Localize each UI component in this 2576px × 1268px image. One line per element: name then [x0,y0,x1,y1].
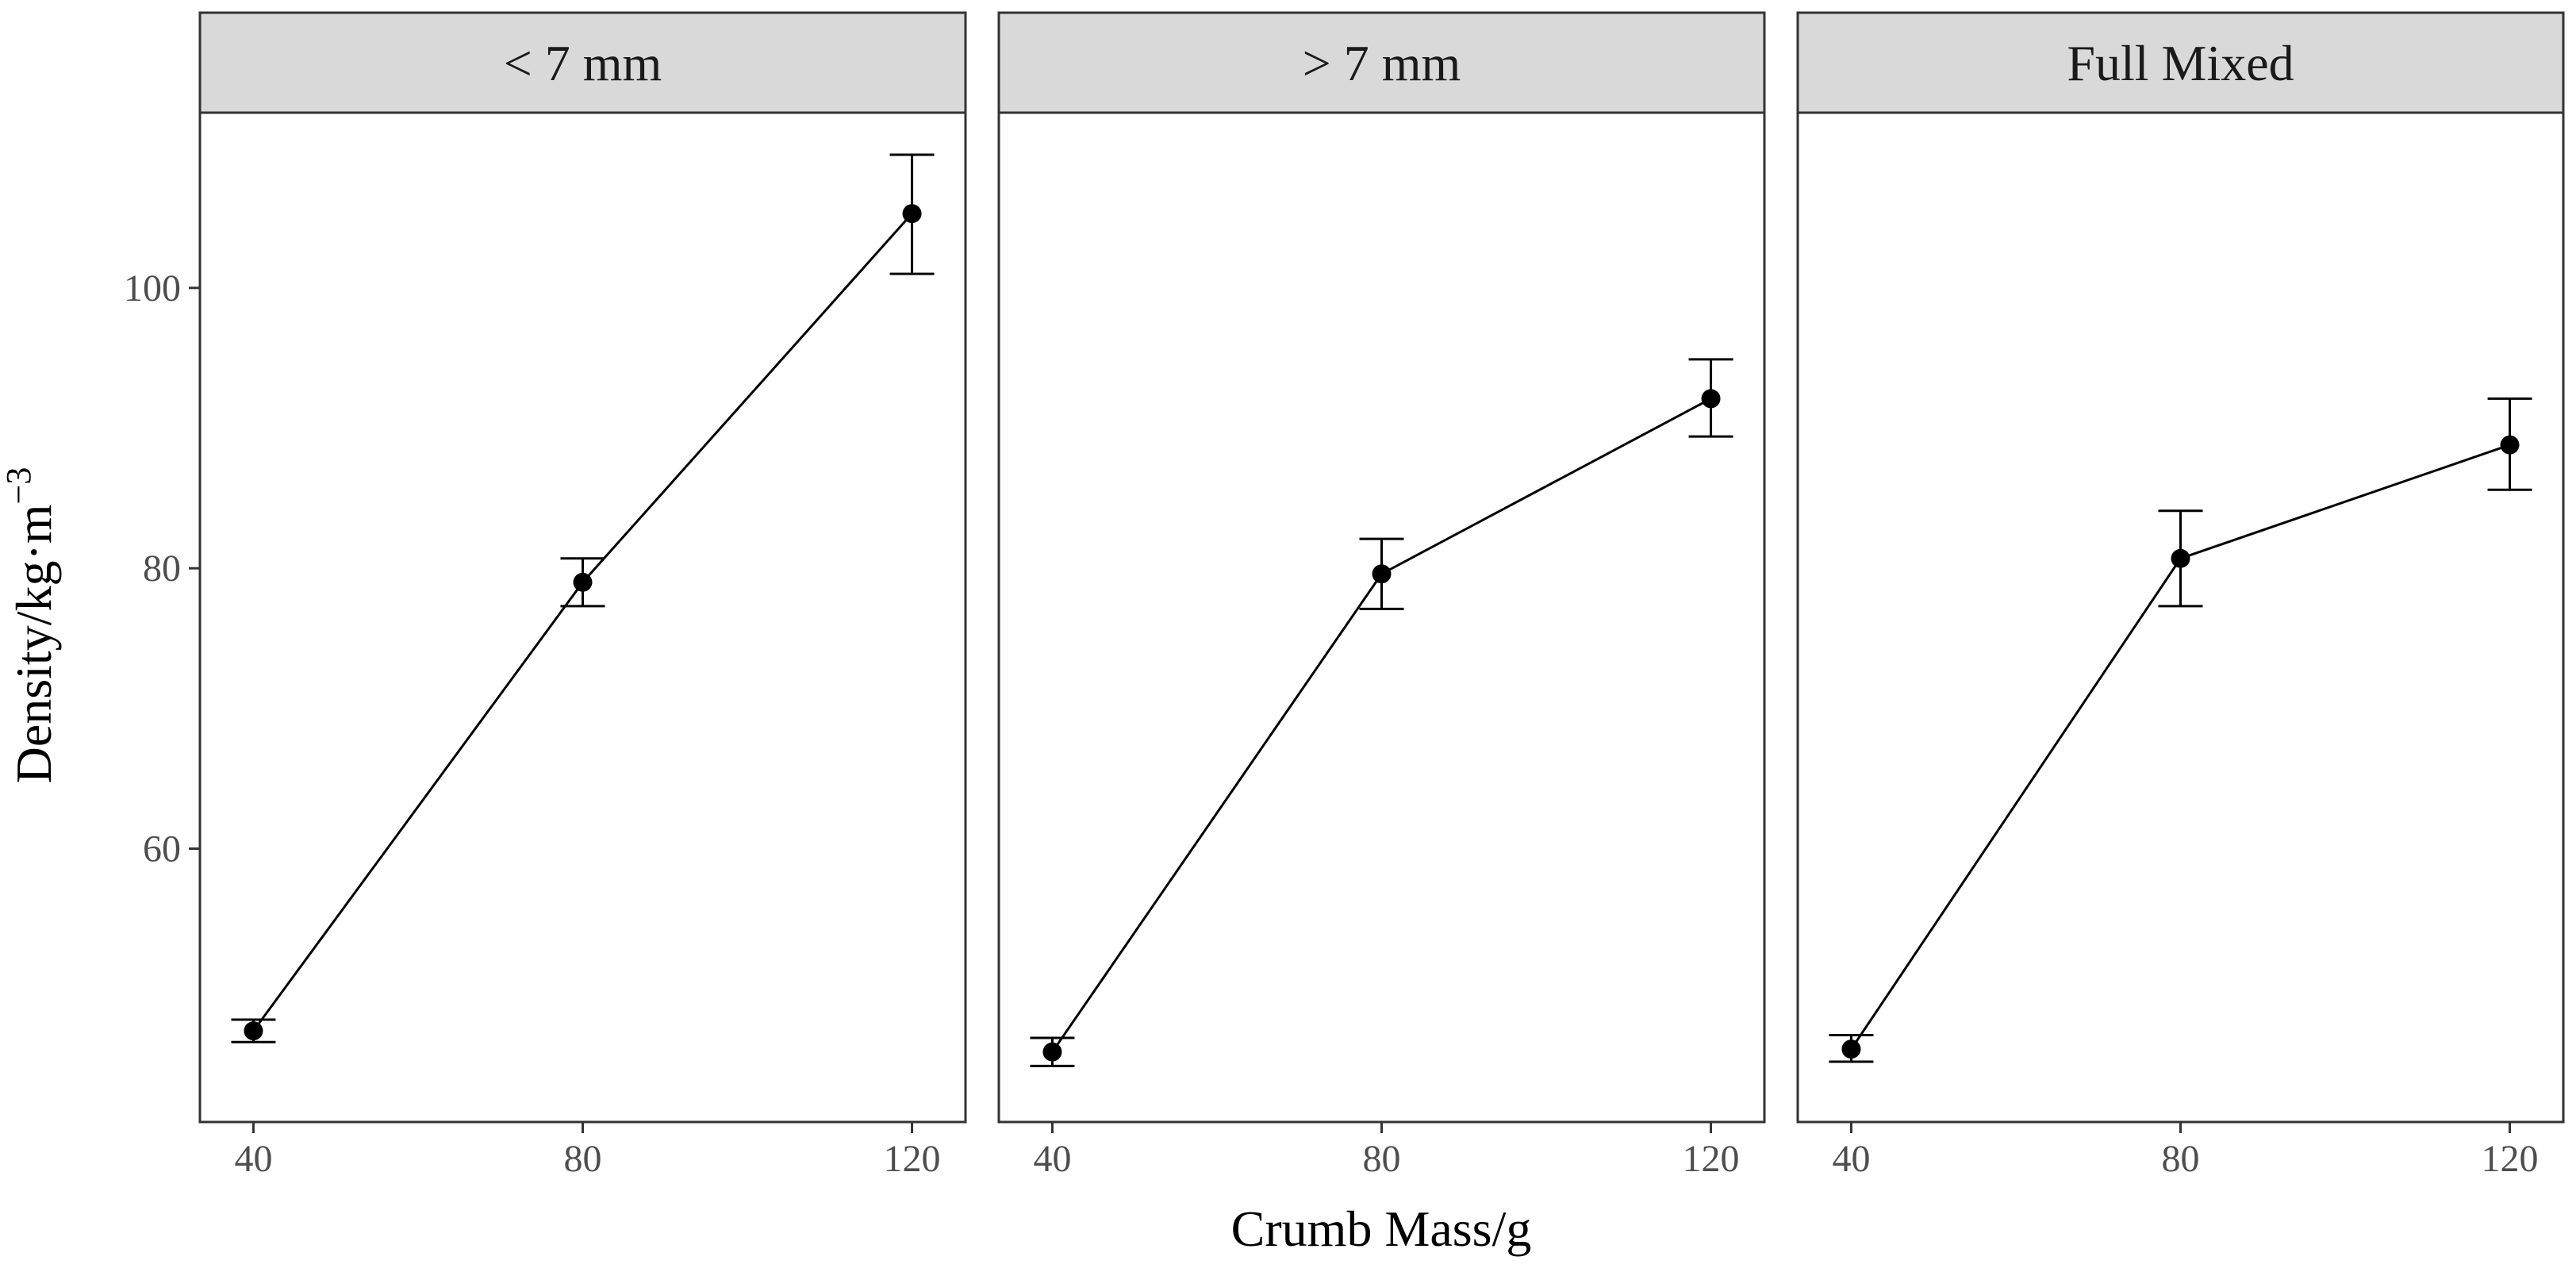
panels-layer: < 7 mm 40 80 120 > 7 mm 40 80 120 Full Mixed 40 80… [198,11,2565,1180]
panel-border [997,111,1766,1124]
y-tick-label: 100 [124,267,181,309]
panel-border [198,111,967,1124]
panel-title: Full Mixed [2067,35,2294,91]
plot-area [200,113,966,1122]
x-axis-title: Crumb Mass/g [1231,1201,1532,1257]
data-point [1841,1039,1861,1059]
y-tick-label: 60 [143,828,181,870]
x-tick-label: 120 [884,1138,941,1180]
data-point [573,572,593,592]
x-tick-label: 40 [1033,1138,1071,1180]
x-tick-label: 80 [2162,1138,2200,1180]
panel-2: > 7 mm 40 80 120 [997,11,1766,1180]
data-point [1701,389,1721,409]
y-axis: 60 80 100 [124,267,200,870]
plot-area [1798,113,2563,1122]
y-tick-label: 80 [143,548,181,590]
panel-strip [198,11,967,114]
panel-border [1796,111,2565,1124]
x-tick-label: 120 [1683,1138,1740,1180]
panel-strip [1796,11,2565,114]
y-axis-title: Density/kg·m−3 [0,467,62,784]
data-point [902,204,922,224]
y-axis-title-superscript: −3 [0,467,38,505]
panel-title: < 7 mm [504,35,662,91]
x-tick-label: 40 [234,1138,272,1180]
y-axis-title-text: Density/kg·m [6,504,62,783]
panel-3: Full Mixed 40 80 120 [1796,11,2565,1180]
data-point [1372,564,1392,584]
panel-1: < 7 mm 40 80 120 [198,11,967,1180]
plot-area [999,113,1764,1122]
data-point [1042,1042,1062,1062]
data-point [2171,548,2190,568]
panel-title: > 7 mm [1303,35,1461,91]
x-tick-label: 80 [564,1138,602,1180]
data-point [2500,435,2520,455]
data-point [244,1021,263,1041]
x-tick-label: 120 [2482,1138,2539,1180]
x-tick-label: 40 [1832,1138,1870,1180]
x-tick-label: 80 [1363,1138,1401,1180]
